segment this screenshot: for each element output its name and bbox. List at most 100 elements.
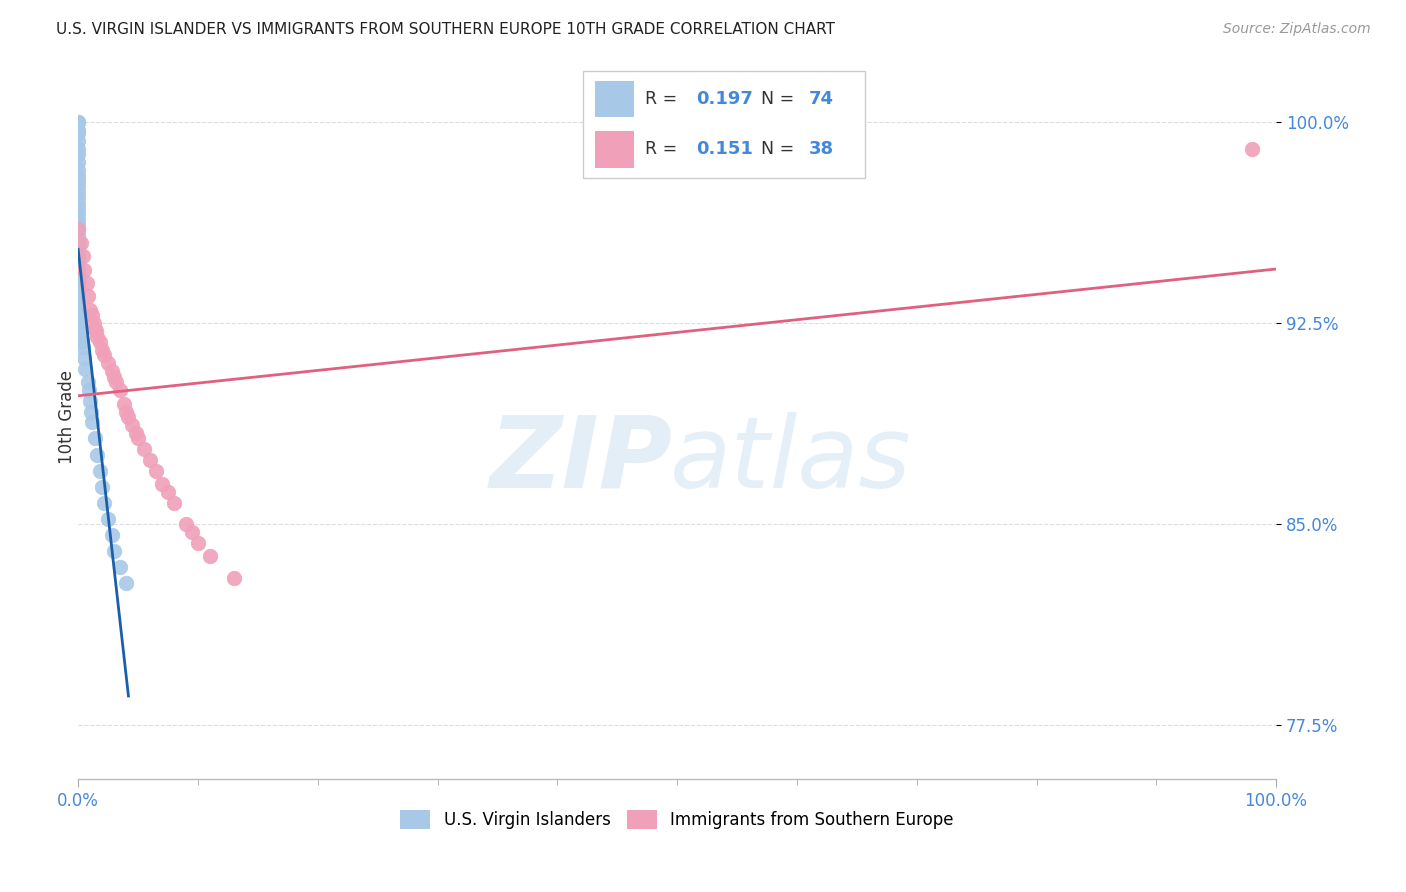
Text: 38: 38 [808,141,834,159]
Point [83,432,105,446]
Point [105,375,128,389]
Legend: U.S. Virgin Islanders, Immigrants from Southern Europe: U.S. Virgin Islanders, Immigrants from S… [394,803,960,836]
Point [67,278,90,293]
Point [67,222,90,236]
Point [187,536,209,550]
Point [75,361,97,376]
Point [112,396,135,410]
Point [67,257,90,271]
Point [67,252,90,266]
Text: atlas: atlas [671,412,911,509]
Point [97,512,120,526]
Point [67,284,90,298]
Point [67,305,90,319]
Point [163,496,186,510]
Point [67,185,90,199]
Point [100,364,122,378]
Point [132,442,155,457]
Text: Source: ZipAtlas.com: Source: ZipAtlas.com [1223,22,1371,37]
Point [67,254,90,268]
Point [127,432,149,446]
Point [67,246,90,260]
Point [67,142,90,156]
Point [86,329,108,343]
Point [67,262,90,277]
Point [83,321,105,335]
Point [103,544,125,558]
Point [67,115,90,129]
Point [67,227,90,242]
Point [124,426,146,441]
Point [67,289,90,303]
Point [67,147,90,161]
Point [67,294,90,309]
Point [67,300,90,314]
Point [67,230,90,244]
Point [156,485,179,500]
Text: 74: 74 [808,90,834,108]
Point [69,324,91,338]
Text: 0.197: 0.197 [696,90,752,108]
FancyBboxPatch shape [583,71,865,178]
Point [67,233,90,247]
Point [70,334,93,349]
Point [93,496,115,510]
Point [67,123,90,137]
Point [121,418,143,433]
Point [67,174,90,188]
Point [67,260,90,274]
Point [67,179,90,194]
Point [67,235,90,250]
Text: U.S. VIRGIN ISLANDER VS IMMIGRANTS FROM SOUTHERN EUROPE 10TH GRADE CORRELATION C: U.S. VIRGIN ISLANDER VS IMMIGRANTS FROM … [56,22,835,37]
Point [79,393,101,408]
Point [67,281,90,295]
Point [67,313,90,327]
Point [103,369,125,384]
Bar [595,81,634,118]
Point [82,416,104,430]
Point [67,238,90,252]
Text: N =: N = [761,141,800,159]
Point [67,244,90,258]
Point [174,517,197,532]
Point [181,525,204,540]
Point [76,289,98,303]
Y-axis label: 10th Grade: 10th Grade [58,370,76,464]
Point [117,410,139,425]
Point [67,270,90,285]
Point [79,302,101,317]
Point [222,571,245,585]
Point [150,477,173,491]
Point [67,265,90,279]
Point [83,316,105,330]
Point [108,560,131,574]
Point [1241,142,1264,156]
Point [67,308,90,322]
Point [145,464,167,478]
Text: N =: N = [761,90,800,108]
Point [77,383,100,397]
Point [76,375,98,389]
Point [84,324,107,338]
Point [73,351,96,365]
Point [67,241,90,255]
Point [72,249,94,263]
Point [93,348,115,362]
Point [86,448,108,462]
Point [67,134,90,148]
Point [69,329,91,343]
Text: 0.151: 0.151 [696,141,752,159]
Point [67,292,90,306]
Point [91,343,114,357]
Point [97,356,120,370]
Point [67,268,90,282]
Point [76,276,98,290]
Point [67,211,90,226]
Point [67,169,90,183]
Point [67,276,90,290]
Point [115,576,138,591]
Point [198,549,221,564]
Point [67,286,90,301]
Text: ZIP: ZIP [489,412,672,509]
Point [67,195,90,210]
